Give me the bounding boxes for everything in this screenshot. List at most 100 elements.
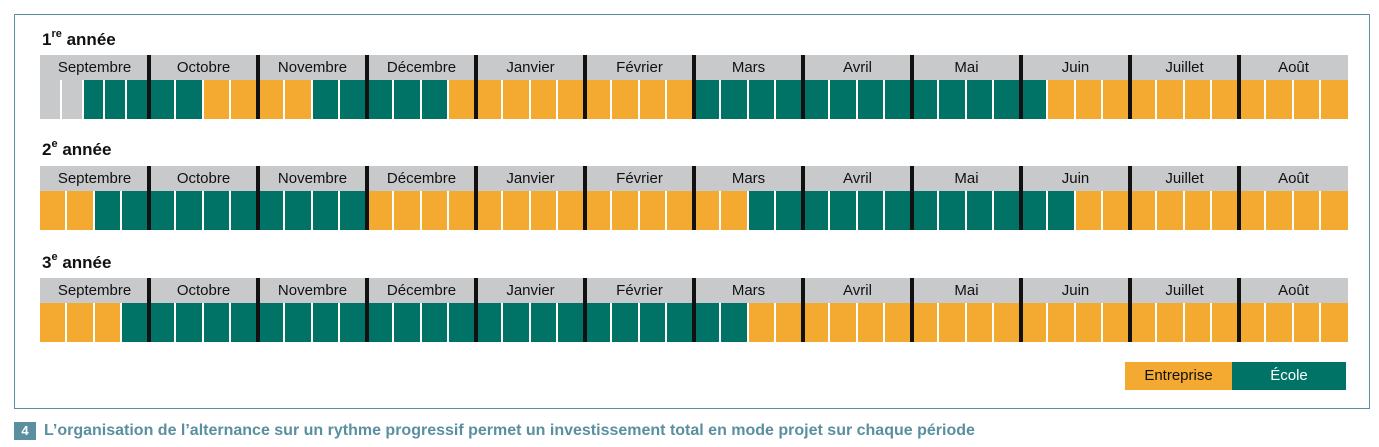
month-weeks — [912, 303, 1021, 342]
week-cell-entreprise — [612, 80, 640, 119]
month-weeks — [694, 80, 803, 119]
month-weeks — [803, 80, 912, 119]
week-cell-ecole — [394, 303, 422, 342]
month-label: Juillet — [1128, 278, 1239, 303]
month-weeks — [912, 191, 1021, 230]
week-cell-entreprise — [1184, 80, 1213, 119]
month-separator — [1237, 191, 1241, 230]
week-cell-ecole — [503, 303, 531, 342]
month-label: Mars — [692, 166, 803, 191]
month-weeks — [367, 80, 476, 119]
month-separator — [692, 80, 696, 119]
month-label: Juin — [1019, 278, 1130, 303]
month-label: Août — [1237, 166, 1348, 191]
week-cell-entreprise — [557, 191, 585, 230]
week-cell-ecole — [884, 80, 912, 119]
month-weeks — [694, 303, 803, 342]
week-cell-entreprise — [1266, 191, 1294, 230]
week-cell-entreprise — [1102, 191, 1130, 230]
year-ordinal-suffix: re — [51, 28, 62, 40]
week-cell-ecole — [258, 191, 286, 230]
year-number: 1 — [42, 30, 52, 49]
month-weeks — [585, 303, 694, 342]
week-cell-ecole — [339, 191, 367, 230]
week-cell-ecole — [367, 303, 395, 342]
month-separator — [256, 191, 260, 230]
week-cell-ecole — [966, 191, 995, 230]
week-cell-ecole — [94, 191, 123, 230]
week-cell-ecole — [639, 303, 668, 342]
week-cell-entreprise — [230, 80, 258, 119]
month-separator — [1019, 80, 1023, 119]
month-weeks — [149, 191, 258, 230]
week-cell-ecole — [149, 80, 177, 119]
week-cell-ecole — [230, 191, 258, 230]
months-row: Septembre Octobre Novembre Décembre Janvier F… — [40, 166, 1348, 191]
month-separator — [1237, 80, 1241, 119]
week-cell-entreprise — [367, 191, 395, 230]
week-cell-entreprise — [394, 191, 422, 230]
week-cell-vide — [40, 80, 62, 119]
week-cell-entreprise — [748, 303, 777, 342]
weeks-row — [40, 191, 1348, 230]
months-row: Septembre Octobre Novembre Décembre Janvier F… — [40, 278, 1348, 303]
month-label: Septembre — [57, 170, 132, 187]
week-cell-ecole — [721, 303, 749, 342]
week-cell-ecole — [939, 191, 967, 230]
week-cell-ecole — [203, 191, 232, 230]
week-cell-ecole — [530, 303, 559, 342]
week-cell-entreprise — [67, 191, 95, 230]
year-word: année — [61, 30, 116, 49]
week-cell-entreprise — [476, 191, 504, 230]
week-cell-entreprise — [1320, 303, 1348, 342]
month-weeks — [1021, 80, 1130, 119]
month-label: Septembre — [57, 282, 132, 299]
month-weeks — [40, 80, 149, 119]
week-cell-ecole — [176, 303, 204, 342]
week-cell-ecole — [421, 80, 450, 119]
week-cell-entreprise — [67, 303, 95, 342]
week-cell-entreprise — [40, 303, 68, 342]
week-cell-entreprise — [966, 303, 995, 342]
caption-text: L’organisation de l’alternance sur un ry… — [44, 422, 975, 439]
week-cell-entreprise — [476, 80, 504, 119]
week-cell-ecole — [1021, 80, 1049, 119]
month-separator — [801, 303, 805, 342]
month-weeks — [258, 80, 367, 119]
week-cell-ecole — [775, 191, 803, 230]
week-cell-entreprise — [1075, 191, 1104, 230]
months-row: Septembre Octobre Novembre Décembre Janvier F… — [40, 55, 1348, 80]
legend: Entreprise École — [1125, 362, 1346, 390]
week-cell-entreprise — [694, 191, 722, 230]
month-label: Novembre — [256, 166, 367, 191]
week-cell-ecole — [803, 191, 831, 230]
week-cell-entreprise — [557, 80, 585, 119]
month-separator — [910, 80, 914, 119]
week-cell-ecole — [83, 80, 106, 119]
weeks-row — [40, 303, 1348, 342]
week-cell-ecole — [775, 80, 803, 119]
month-label: Mars — [692, 55, 803, 80]
week-cell-entreprise — [448, 80, 476, 119]
week-cell-entreprise — [258, 80, 286, 119]
week-cell-ecole — [585, 303, 613, 342]
month-separator — [365, 80, 369, 119]
month-weeks — [258, 191, 367, 230]
month-weeks — [149, 303, 258, 342]
month-weeks — [912, 80, 1021, 119]
week-cell-ecole — [912, 191, 940, 230]
week-cell-entreprise — [285, 80, 313, 119]
week-cell-ecole — [1021, 191, 1049, 230]
week-cell-ecole — [694, 80, 722, 119]
month-label: Octobre — [147, 55, 258, 80]
week-cell-ecole — [830, 80, 858, 119]
month-label: Avril — [801, 278, 912, 303]
week-cell-ecole — [939, 80, 967, 119]
week-cell-ecole — [312, 191, 341, 230]
weeks-row — [40, 80, 1348, 119]
week-cell-entreprise — [1293, 303, 1322, 342]
week-cell-entreprise — [421, 191, 450, 230]
week-cell-entreprise — [1102, 80, 1130, 119]
week-cell-entreprise — [993, 303, 1021, 342]
month-label: Octobre — [147, 278, 258, 303]
